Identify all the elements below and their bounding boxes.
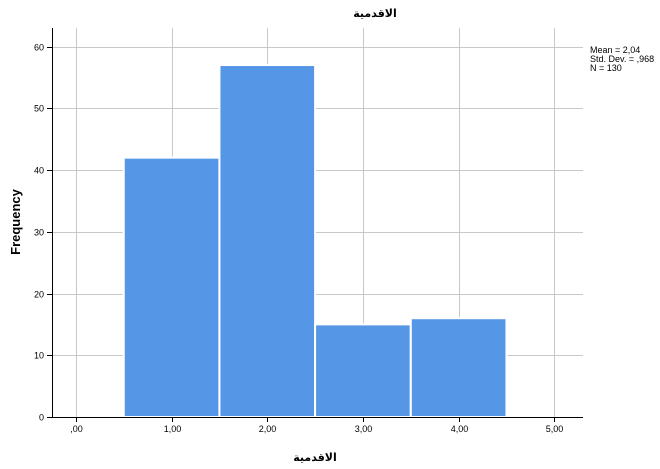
tick-labels: ,00 1,00 2,00 3,00 4,00 5,00 0 10 20 30 40 50 60	[34, 43, 563, 435]
bar-1-00	[122, 156, 221, 419]
y-tick-label-3: 30	[34, 228, 44, 238]
x-tick-label-3: 3,00	[355, 424, 373, 434]
stats-line-0: Mean = 2,04	[590, 45, 640, 55]
x-tick-label-2: 2,00	[259, 424, 277, 434]
x-axis-title: الاقدمية	[293, 452, 337, 464]
bar-2-00	[218, 64, 317, 419]
chart-title: الاقدمية	[353, 8, 397, 20]
bars	[122, 64, 508, 419]
bar-3-00	[314, 323, 412, 418]
x-tick-label-5: 5,00	[546, 424, 564, 434]
x-tick-label-0: ,00	[70, 424, 83, 434]
y-tick-label-5: 50	[34, 104, 44, 114]
bar-4-00	[409, 317, 508, 419]
y-tick-label-2: 20	[34, 290, 44, 300]
stats-line-1: Std. Dev. = ,968	[590, 54, 654, 64]
y-tick-label-4: 40	[34, 166, 44, 176]
x-tick-label-1: 1,00	[164, 424, 182, 434]
stats-line-2: N = 130	[590, 63, 622, 73]
y-tick-label-0: 0	[39, 413, 44, 423]
x-tick-label-4: 4,00	[451, 424, 469, 434]
y-tick-label-6: 60	[34, 43, 44, 53]
axes	[52, 28, 583, 418]
y-tick-label-1: 10	[34, 351, 44, 361]
y-axis-title: Frequency	[8, 188, 23, 255]
